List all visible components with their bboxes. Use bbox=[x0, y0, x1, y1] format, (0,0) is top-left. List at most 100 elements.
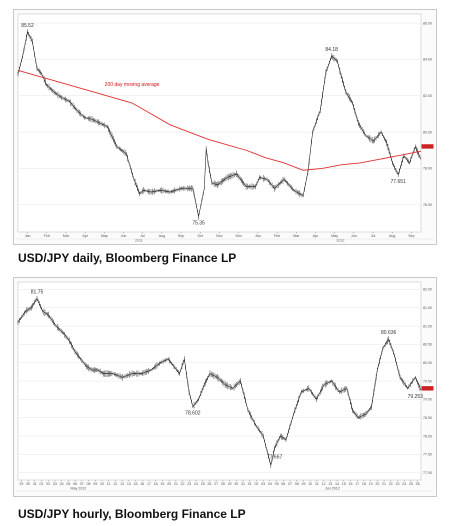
y-tick-label: 82.00 bbox=[423, 94, 432, 98]
x-tick-label: 24 bbox=[402, 482, 406, 486]
y-tick-label: 80.00 bbox=[423, 130, 432, 134]
x-tick-label: 22 bbox=[389, 482, 393, 486]
last-price-marker bbox=[421, 144, 434, 149]
x-tick-label: 11 bbox=[107, 482, 111, 486]
x-tick-label: Aug bbox=[389, 234, 395, 238]
x-tick-label: Apr bbox=[82, 234, 88, 238]
x-tick-label: 15 bbox=[134, 482, 138, 486]
x-tick-label: 01 bbox=[40, 482, 44, 486]
x-tick-label: 12 bbox=[113, 482, 117, 486]
x-tick-label: 28 bbox=[221, 482, 225, 486]
x-tick-label: 31 bbox=[241, 482, 245, 486]
x-tick-label: 16 bbox=[348, 482, 352, 486]
x-tick-label: Sep bbox=[408, 234, 414, 238]
price-annotation: 84.18 bbox=[325, 47, 338, 53]
x-tick-label: 23 bbox=[187, 482, 191, 486]
x-tick-label: 13 bbox=[120, 482, 124, 486]
y-tick-label: 79.50 bbox=[423, 379, 432, 383]
x-tick-label: 07 bbox=[288, 482, 292, 486]
x-tick-label: 19 bbox=[369, 482, 373, 486]
x-tick-label: Feb bbox=[274, 234, 280, 238]
year-label: Jun 2012 bbox=[325, 487, 340, 491]
price-line bbox=[17, 30, 422, 217]
moving-average-line bbox=[17, 69, 422, 171]
x-tick-label: 29 bbox=[19, 482, 23, 486]
x-tick-label: 09 bbox=[301, 482, 305, 486]
y-tick-label: 77.00 bbox=[423, 471, 432, 475]
x-tick-label: Jan bbox=[25, 234, 31, 238]
x-tick-label: 13 bbox=[328, 482, 332, 486]
x-tick-label: 29 bbox=[228, 482, 232, 486]
x-tick-label: 21 bbox=[174, 482, 178, 486]
x-tick-label: 20 bbox=[375, 482, 379, 486]
x-tick-label: 11 bbox=[315, 482, 319, 486]
x-tick-label: Dec bbox=[235, 234, 242, 238]
x-tick-label: May bbox=[101, 234, 108, 238]
x-tick-label: 03 bbox=[53, 482, 57, 486]
price-annotation: 75.35 bbox=[192, 221, 205, 227]
price-annotation: 79.253 bbox=[408, 394, 424, 400]
price-line bbox=[17, 297, 422, 466]
x-tick-label: 06 bbox=[281, 482, 285, 486]
x-tick-label: 25 bbox=[409, 482, 413, 486]
x-tick-label: Mar bbox=[63, 234, 70, 238]
daily-chart-panel: 86.00 84.00 82.00 80.00 78.00 76.00 Jan Feb Mar A… bbox=[13, 9, 437, 245]
year-label: 2012 bbox=[336, 239, 344, 243]
hourly-chart-caption: USD/JPY hourly, Bloomberg Finance LP bbox=[18, 507, 246, 521]
x-tick-label: 18 bbox=[154, 482, 158, 486]
x-tick-label: Sep bbox=[178, 234, 184, 238]
x-tick-label: 01 bbox=[248, 482, 252, 486]
x-tick-label: 24 bbox=[194, 482, 198, 486]
x-tick-label: 02 bbox=[254, 482, 258, 486]
x-tick-label: 12 bbox=[322, 482, 326, 486]
last-price-marker bbox=[421, 386, 434, 391]
y-tick-label: 80.00 bbox=[423, 361, 432, 365]
x-tick-label: 14 bbox=[127, 482, 131, 486]
x-tick-label: Mar bbox=[293, 234, 300, 238]
x-tick-label: 02 bbox=[46, 482, 50, 486]
x-tick-label: 05 bbox=[275, 482, 279, 486]
x-tick-label: 08 bbox=[87, 482, 91, 486]
price-annotation: 78.602 bbox=[185, 411, 201, 417]
x-tick-label: 04 bbox=[60, 482, 64, 486]
x-tick-label: 18 bbox=[362, 482, 366, 486]
x-tick-label: 09 bbox=[93, 482, 97, 486]
y-tick-label: 86.00 bbox=[423, 21, 432, 25]
x-tick-label: 31 bbox=[33, 482, 37, 486]
y-tick-label: 78.00 bbox=[423, 434, 432, 438]
x-tick-label: 22 bbox=[181, 482, 185, 486]
price-annotation: 85.52 bbox=[21, 23, 34, 29]
x-tick-label: Jun bbox=[121, 234, 127, 238]
x-tick-label: 07 bbox=[80, 482, 84, 486]
plot-area bbox=[17, 13, 422, 233]
price-annotation: 77.667 bbox=[267, 455, 283, 461]
y-tick-label: 84.00 bbox=[423, 58, 432, 62]
x-tick-label: 08 bbox=[295, 482, 299, 486]
price-annotation: 80.636 bbox=[381, 330, 397, 336]
y-tick-label: 79.00 bbox=[423, 398, 432, 402]
x-tick-label: 03 bbox=[261, 482, 265, 486]
x-tick-label: 15 bbox=[342, 482, 346, 486]
x-tick-label: Aug bbox=[159, 234, 165, 238]
x-tick-label: 14 bbox=[335, 482, 339, 486]
x-tick-label: 27 bbox=[214, 482, 218, 486]
x-tick-label: 19 bbox=[160, 482, 164, 486]
x-tick-label: Jul bbox=[140, 234, 145, 238]
price-annotation: 77.651 bbox=[391, 179, 407, 185]
y-tick-label: 76.00 bbox=[423, 203, 432, 207]
x-tick-label: Oct bbox=[198, 234, 204, 238]
x-tick-label: 06 bbox=[73, 482, 77, 486]
x-tick-label: Jul bbox=[371, 234, 376, 238]
x-tick-label: 21 bbox=[382, 482, 386, 486]
x-tick-label: 17 bbox=[147, 482, 151, 486]
x-tick-label: 17 bbox=[355, 482, 359, 486]
ma-label: 200 day moving average bbox=[105, 82, 160, 88]
x-tick-label: 10 bbox=[100, 482, 104, 486]
x-tick-label: Feb bbox=[44, 234, 50, 238]
y-tick-label: 81.00 bbox=[423, 324, 432, 328]
x-tick-label: 25 bbox=[201, 482, 205, 486]
y-tick-label: 77.50 bbox=[423, 453, 432, 457]
x-tick-label: Apr bbox=[313, 234, 319, 238]
x-tick-label: 30 bbox=[26, 482, 30, 486]
x-tick-label: 20 bbox=[167, 482, 171, 486]
